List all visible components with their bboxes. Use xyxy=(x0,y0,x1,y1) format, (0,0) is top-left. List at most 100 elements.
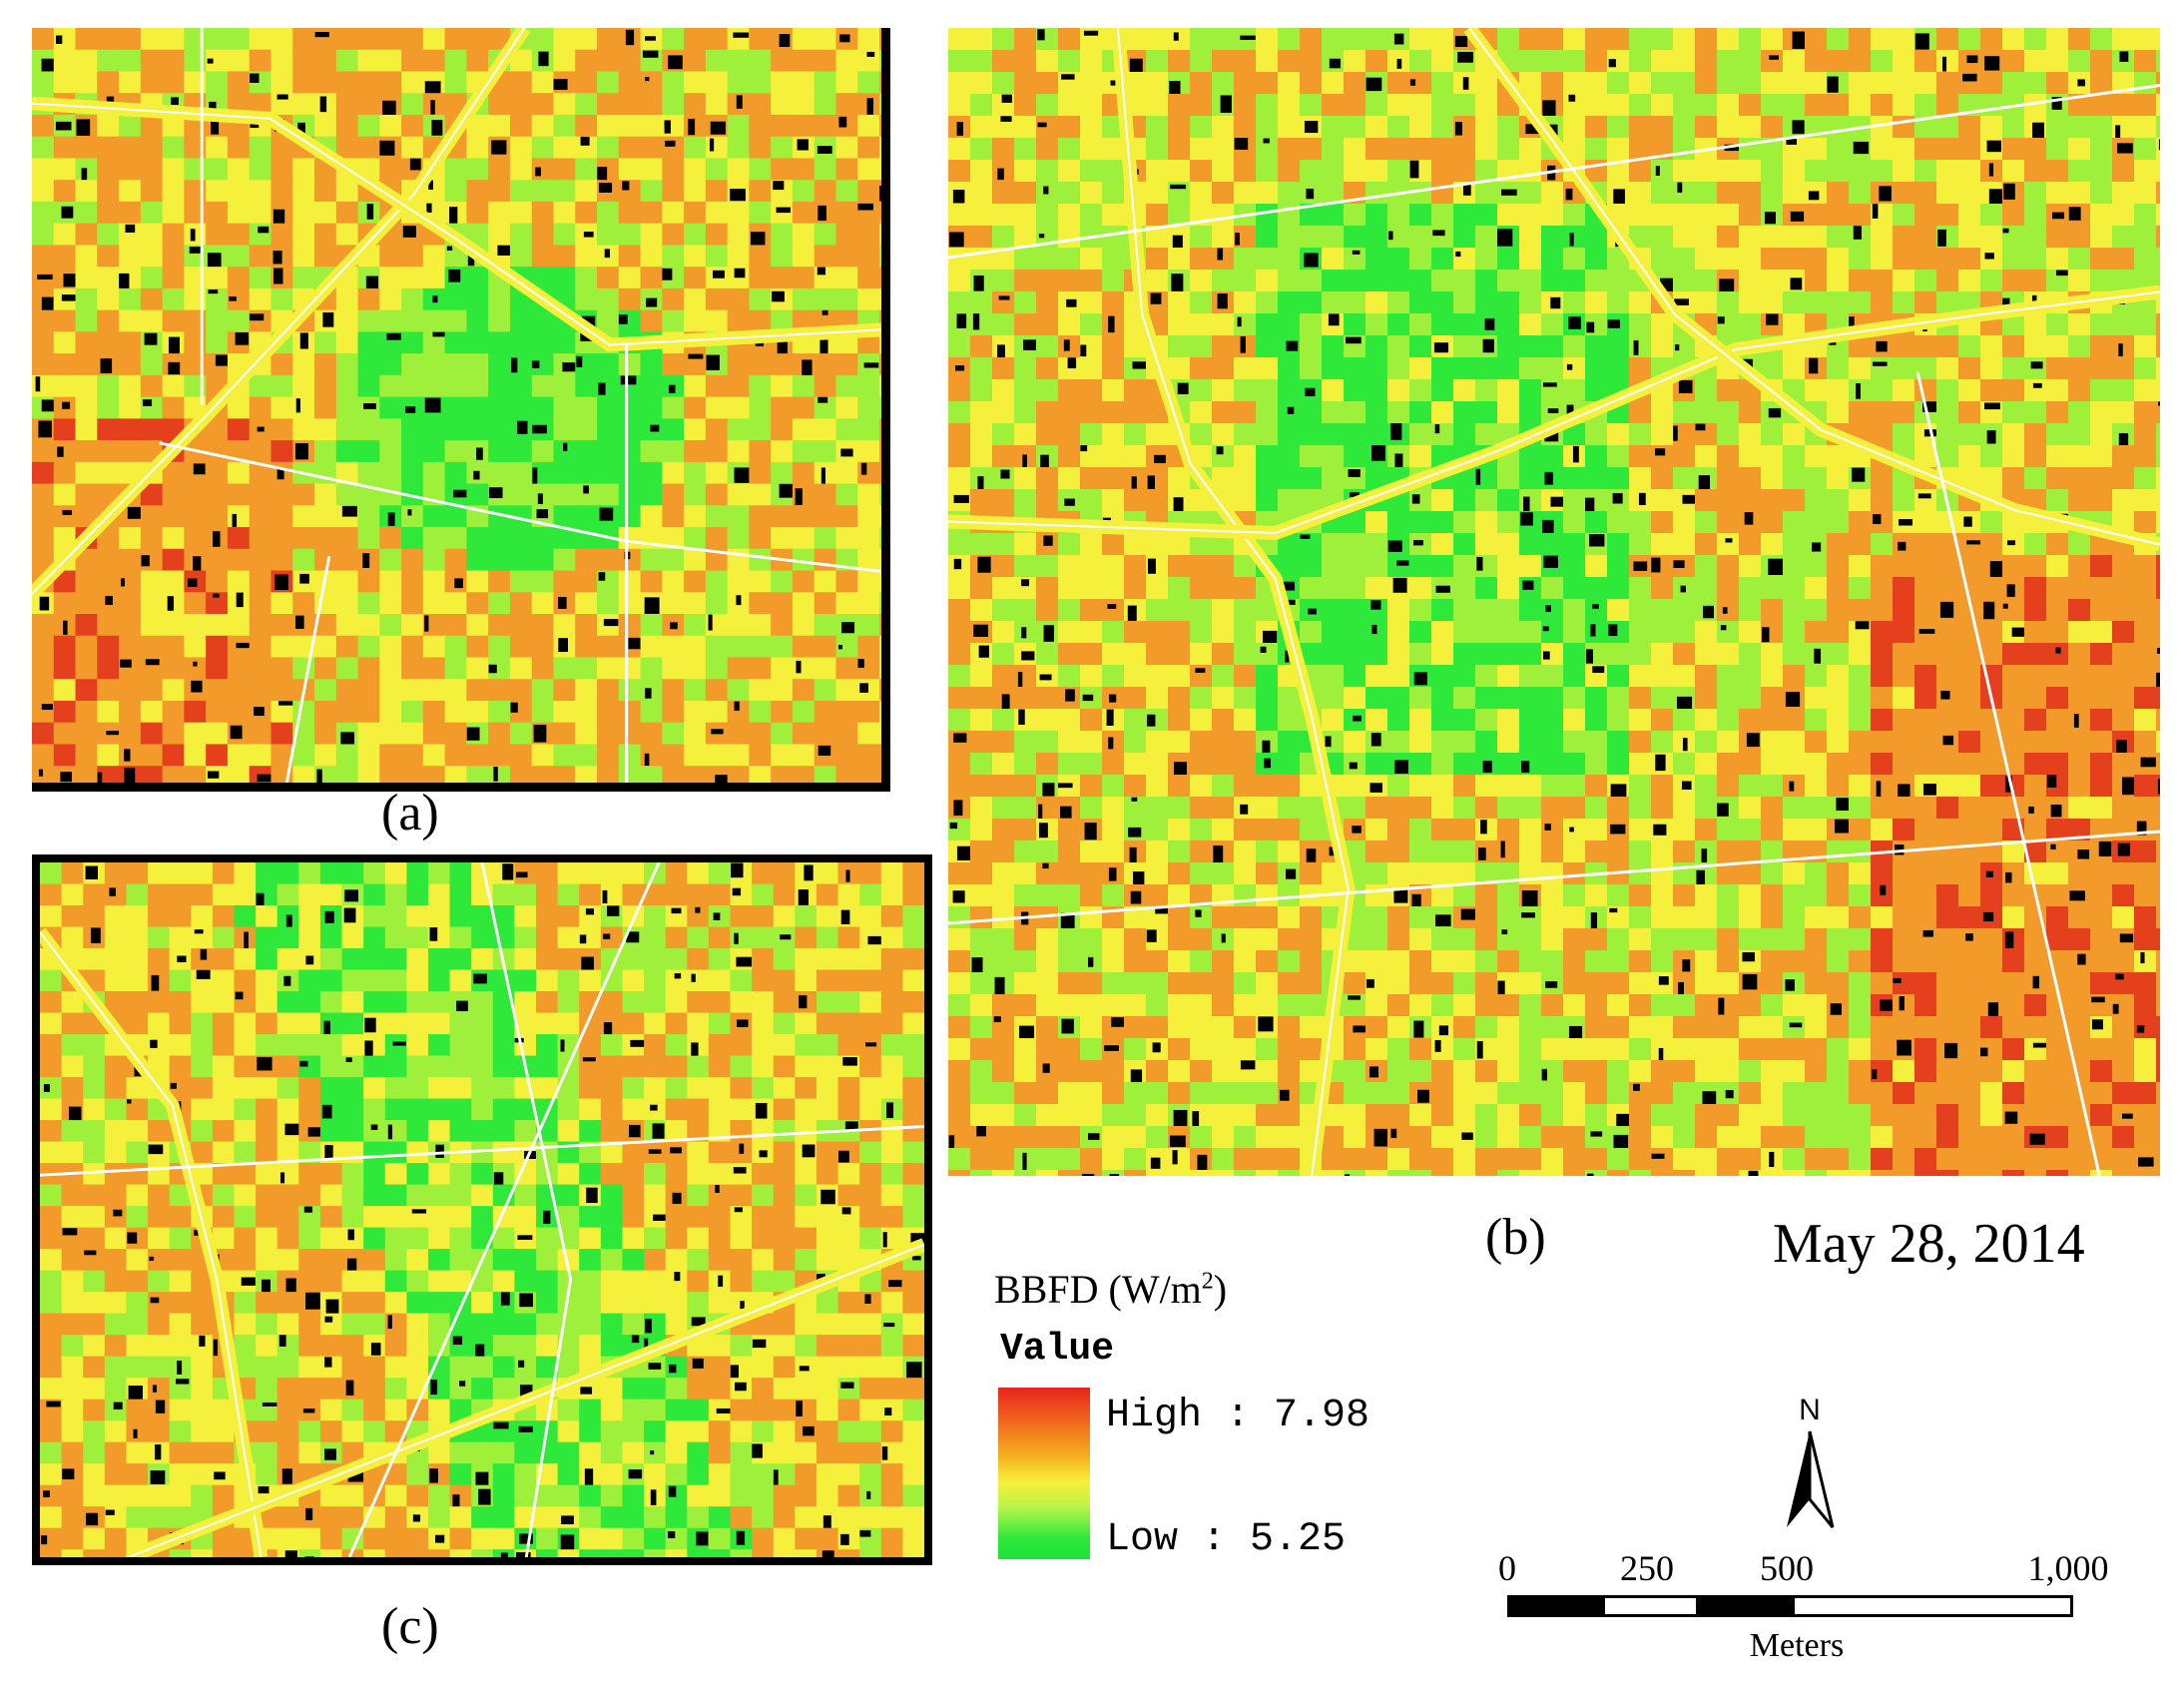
raster-cell xyxy=(1168,577,1191,600)
raster-cell xyxy=(1563,1126,1586,1149)
raster-cell xyxy=(1453,1148,1476,1171)
shadow-patch xyxy=(1673,425,1678,441)
raster-cell xyxy=(1344,665,1366,688)
raster-cell xyxy=(1124,1126,1147,1149)
raster-cell xyxy=(2112,401,2135,424)
raster-cell xyxy=(1387,950,1410,973)
raster-cell xyxy=(1475,511,1498,534)
raster-cell xyxy=(992,555,1015,578)
raster-cell xyxy=(335,396,359,420)
raster-cell xyxy=(531,744,555,768)
raster-cell xyxy=(879,679,881,702)
raster-cell xyxy=(1190,555,1213,578)
raster-cell xyxy=(1256,841,1279,863)
shadow-patch xyxy=(1525,124,1541,135)
raster-cell xyxy=(970,160,993,183)
shadow-patch xyxy=(1022,339,1037,350)
raster-cell xyxy=(1256,1126,1279,1149)
raster-cell xyxy=(1014,116,1037,139)
raster-cell xyxy=(1146,248,1169,271)
raster-cell xyxy=(1739,841,1762,863)
raster-cell xyxy=(1849,797,1872,820)
raster-cell xyxy=(1168,555,1191,578)
raster-cell xyxy=(1980,841,2003,863)
raster-cell xyxy=(1344,204,1366,227)
raster-cell xyxy=(335,374,359,398)
raster-cell xyxy=(2090,950,2113,973)
raster-cell xyxy=(2068,731,2091,754)
raster-cell xyxy=(1080,489,1103,512)
shadow-patch xyxy=(1417,1089,1429,1103)
raster-cell xyxy=(1431,994,1454,1017)
raster-cell xyxy=(1893,204,1915,227)
raster-cell xyxy=(1958,335,1981,358)
raster-cell xyxy=(1607,994,1630,1017)
raster-cell xyxy=(2002,467,2025,490)
raster-cell xyxy=(1102,1104,1125,1127)
raster-cell xyxy=(1607,643,1630,666)
raster-cell xyxy=(1936,643,1959,666)
raster-cell xyxy=(1585,994,1608,1017)
shadow-patch xyxy=(1545,980,1558,988)
raster-cell xyxy=(162,114,186,138)
shadow-patch xyxy=(1769,55,1780,60)
raster-cell xyxy=(1300,335,1323,358)
raster-cell xyxy=(705,28,729,51)
raster-cell xyxy=(2112,94,2135,117)
raster-cell xyxy=(1058,841,1081,863)
raster-cell xyxy=(1871,1038,1894,1061)
raster-cell xyxy=(1563,599,1586,622)
raster-cell xyxy=(531,614,555,637)
raster-cell xyxy=(422,548,446,572)
raster-cell xyxy=(1058,28,1081,51)
raster-cell xyxy=(314,180,337,203)
raster-cell xyxy=(271,396,294,420)
raster-cell xyxy=(271,287,294,311)
raster-cell xyxy=(575,267,599,289)
raster-cell xyxy=(1739,248,1762,271)
raster-cell xyxy=(1278,906,1301,929)
raster-cell xyxy=(292,483,315,507)
shadow-patch xyxy=(1717,316,1725,324)
raster-cell xyxy=(1168,643,1191,666)
raster-cell xyxy=(2090,577,2113,600)
raster-cell xyxy=(618,527,642,550)
raster-cell xyxy=(1014,94,1037,117)
raster-cell xyxy=(1212,775,1235,798)
raster-cell xyxy=(140,136,164,160)
raster-cell xyxy=(227,287,251,311)
raster-cell xyxy=(249,245,273,269)
raster-cell xyxy=(1651,928,1674,951)
raster-cell xyxy=(357,136,381,160)
raster-cell xyxy=(1739,1060,1762,1083)
raster-cell xyxy=(1278,160,1301,183)
raster-cell xyxy=(1871,621,1894,644)
shadow-patch xyxy=(1480,820,1487,835)
raster-cell xyxy=(1893,72,1915,95)
raster-cell xyxy=(1849,270,1872,292)
shadow-patch xyxy=(476,447,483,460)
raster-cell xyxy=(75,657,99,681)
raster-cell xyxy=(1761,1038,1784,1061)
raster-cell xyxy=(2090,972,2113,995)
raster-cell xyxy=(2068,775,2091,798)
raster-cell xyxy=(292,505,315,529)
shadow-patch xyxy=(1482,338,1494,353)
raster-cell xyxy=(684,353,707,376)
shadow-patch xyxy=(1550,296,1561,309)
raster-cell xyxy=(531,527,555,550)
raster-cell xyxy=(1344,841,1366,863)
raster-cell xyxy=(1739,313,1762,336)
shadow-patch xyxy=(625,29,635,46)
raster-cell xyxy=(1036,555,1059,578)
raster-cell xyxy=(1914,797,1937,820)
raster-cell xyxy=(771,353,794,376)
shadow-patch xyxy=(276,467,284,480)
raster-cell xyxy=(1717,467,1740,490)
raster-cell xyxy=(1124,1082,1147,1105)
raster-cell xyxy=(1387,687,1410,710)
raster-cell xyxy=(1958,226,1981,249)
raster-cell xyxy=(1300,28,1323,51)
raster-cell xyxy=(1212,972,1235,995)
raster-cell xyxy=(1607,972,1630,995)
